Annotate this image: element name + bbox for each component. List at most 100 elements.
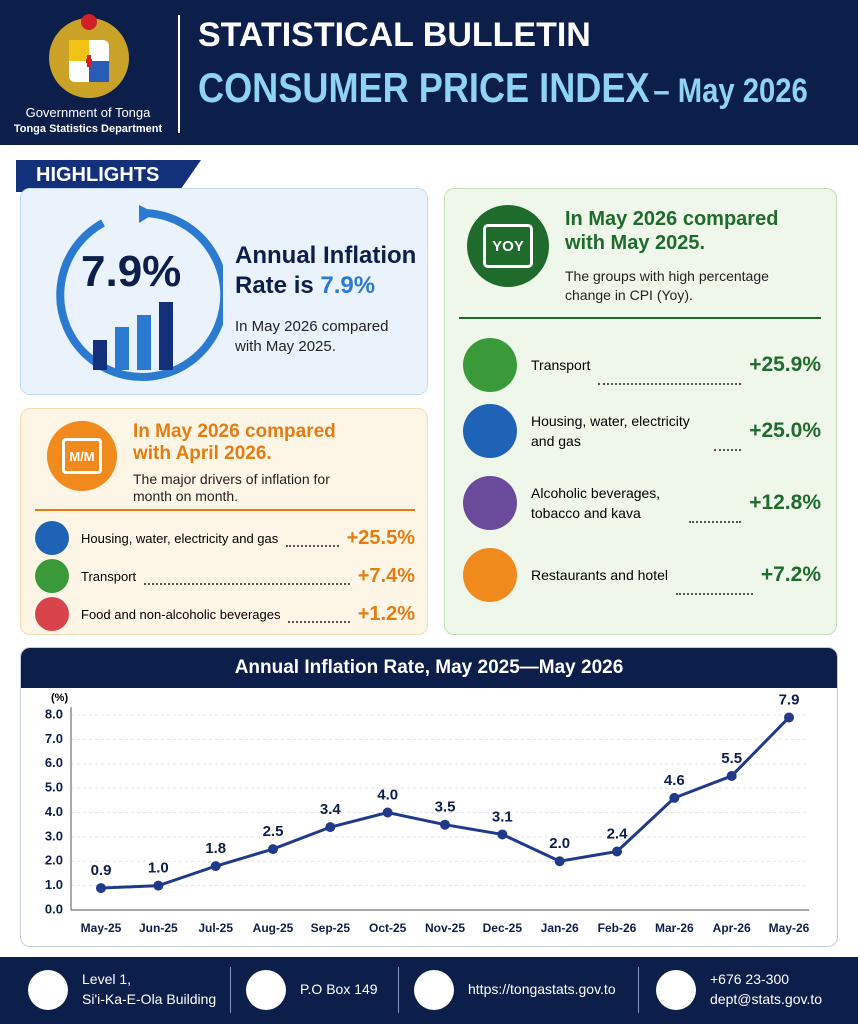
yoy-icon: YOY	[467, 205, 549, 287]
point	[784, 712, 794, 723]
header: Government of Tonga Tonga Statistics Dep…	[0, 0, 858, 145]
value-label: 2.5	[263, 823, 284, 840]
y-tick-label: 6.0	[45, 755, 63, 770]
y-tick-label: 3.0	[45, 828, 63, 843]
annual-heading-text: Annual Inflation Rate is	[235, 242, 417, 299]
subtitle: CONSUMER PRICE INDEX	[198, 64, 650, 111]
y-tick-label: 2.0	[45, 853, 63, 868]
annual-heading: Annual Inflation Rate is 7.9%	[235, 241, 420, 301]
chart: (%) 0.0 1.0 2.0 3.0 4.0 5.0 6.0 7.0 8.0 May-25 Jun-…	[45, 691, 810, 935]
icon-location	[28, 970, 68, 1010]
email: dept@stats.gov.to	[710, 991, 823, 1007]
item-label: Housing, water, electricity and gas	[531, 413, 690, 449]
point	[96, 883, 106, 894]
point	[210, 861, 221, 872]
point	[669, 792, 680, 803]
x-tick-label: Aug-25	[253, 921, 294, 935]
point	[726, 770, 737, 781]
yearly-card: YOY In May 2026 compared with May 2025. …	[444, 188, 837, 635]
pobox: P.O Box 149	[300, 981, 378, 997]
annual-rate: 7.9%	[81, 247, 182, 296]
chart-card: Annual Inflation Rate, May 2025—May 2026…	[20, 647, 838, 947]
annual-note: In May 2026 compared with May 2025.	[235, 318, 389, 355]
item-value: +25.9%	[749, 353, 821, 376]
icon-mail	[246, 970, 286, 1010]
item-value: +12.8%	[749, 491, 821, 514]
item-value: +25.0%	[749, 419, 821, 442]
item-label: Alcoholic beverages, tobacco and kava	[531, 485, 661, 521]
x-tick-label: Apr-26	[713, 921, 751, 935]
contact: +676 23-300 dept@stats.gov.to	[710, 969, 822, 1009]
yearly-rule	[459, 317, 821, 319]
yoy-icon-text: YOY	[483, 224, 533, 268]
monthly-heading: In May 2026 compared with April 2026.	[133, 421, 336, 464]
point	[612, 846, 622, 857]
item-label: Transport	[81, 568, 137, 584]
value-label: 2.4	[607, 825, 629, 842]
item-label: Food and non-alcoholic beverages	[81, 606, 281, 622]
y-tick-label: 8.0	[45, 706, 63, 721]
emblem	[49, 14, 129, 98]
address: Level 1, Si'i-Ka-E-Ola Building	[82, 969, 216, 1009]
footer: Level 1, Si'i-Ka-E-Ola Building P.O Box 1…	[0, 957, 858, 1024]
value-label: 2.0	[549, 835, 570, 852]
highlights-label: HIGHLIGHTS	[36, 164, 160, 186]
value-label: 5.5	[721, 750, 742, 767]
x-tick-label: Mar-26	[655, 921, 694, 935]
item-label: Transport	[531, 357, 591, 373]
point	[325, 822, 336, 833]
annual-card: 7.9% Annual Inflation Rate is 7.9% In Ma…	[20, 188, 428, 395]
value-label: 3.5	[435, 799, 456, 816]
point	[268, 844, 278, 855]
chart-title: Annual Inflation Rate, May 2025—May 2026	[21, 648, 837, 688]
yearly-item: Transport +25.9%	[463, 337, 821, 393]
address-line: Level 1,	[82, 971, 132, 987]
yearly-text: The groups with high percentage change i…	[565, 268, 769, 303]
x-tick-label: May-26	[769, 921, 810, 935]
value-label: 4.6	[664, 772, 685, 789]
highlights-tab	[16, 160, 201, 192]
annual-heading-rate: 7.9%	[320, 272, 376, 299]
item-label: Housing, water, electricity and gas	[81, 530, 279, 546]
point	[554, 856, 565, 867]
yearly-item: Alcoholic beverages, tobacco and kava +12…	[463, 475, 821, 531]
annual-graphic	[56, 205, 223, 381]
item-label: Restaurants and hotel	[531, 567, 668, 583]
value-label: 0.9	[91, 862, 112, 879]
monthly-item: Transport +7.4%	[35, 559, 415, 593]
value-label: 1.0	[148, 860, 169, 877]
y-tick-label: 0.0	[45, 901, 63, 916]
x-tick-label: Oct-25	[369, 921, 407, 935]
y-axis-label: (%)	[51, 692, 68, 704]
point	[382, 807, 393, 818]
value-label: 1.8	[205, 840, 226, 857]
monthly-card: M/M In May 2026 compared with April 2026…	[20, 408, 428, 635]
value-label: 3.4	[320, 801, 342, 818]
x-tick-label: Jun-25	[139, 921, 178, 935]
x-tick-label: Sep-25	[311, 921, 351, 935]
x-tick-label: Nov-25	[425, 921, 465, 935]
web: https://tongastats.gov.to	[468, 981, 616, 997]
period: – May 2026	[653, 72, 808, 110]
mm-icon-text: M/M	[62, 438, 102, 474]
title: STATISTICAL BULLETIN	[198, 16, 591, 54]
dept: Tonga Statistics Department	[13, 123, 163, 135]
y-tick-label: 1.0	[45, 877, 63, 892]
icon-web	[414, 970, 454, 1010]
y-tick-label: 7.0	[45, 731, 63, 746]
yearly-item: Housing, water, electricity and gas +25.0…	[463, 403, 821, 459]
address-line: Si'i-Ka-E-Ola Building	[82, 991, 217, 1007]
y-tick-label: 4.0	[45, 804, 63, 819]
y-tick-label: 5.0	[45, 780, 63, 795]
value-label: 7.9	[779, 691, 800, 708]
item-value: +7.2%	[760, 563, 821, 586]
org: Government of Tonga	[25, 105, 151, 120]
point	[497, 829, 508, 840]
monthly-rule	[35, 509, 415, 511]
point	[440, 819, 450, 830]
item-value: +7.4%	[357, 564, 415, 587]
subtitle-line: CONSUMER PRICE INDEX – May 2026	[198, 64, 808, 112]
divider	[178, 15, 180, 133]
x-tick-label: Jul-25	[198, 921, 233, 935]
